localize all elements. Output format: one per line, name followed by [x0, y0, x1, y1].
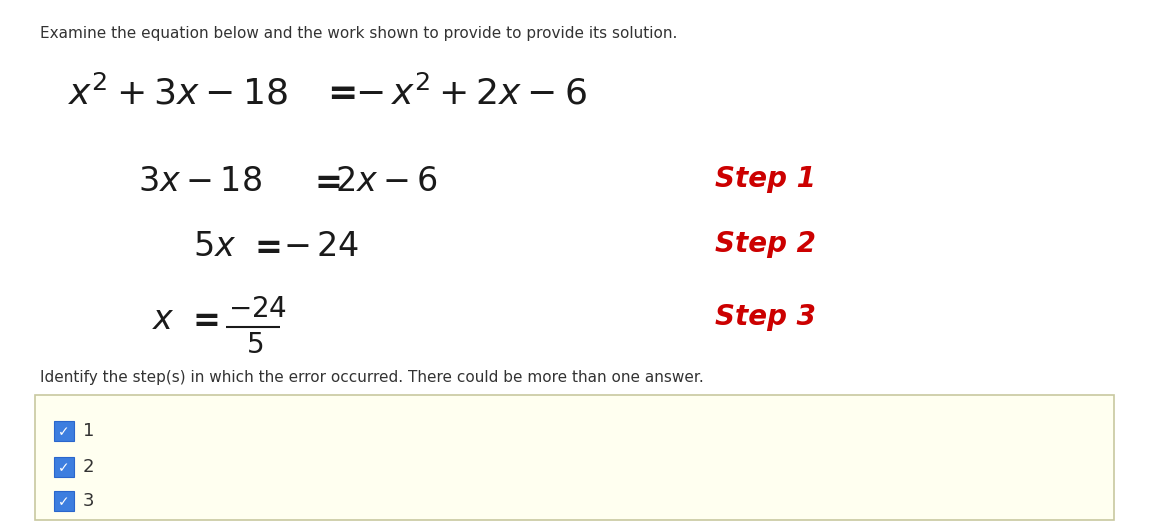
Text: $\mathbf{=}$: $\mathbf{=}$ [321, 75, 355, 109]
FancyBboxPatch shape [54, 491, 74, 511]
Text: Examine the equation below and the work shown to provide to provide its solution: Examine the equation below and the work … [40, 26, 678, 41]
Text: 3: 3 [83, 492, 94, 510]
Text: Step 1: Step 1 [715, 165, 816, 193]
Text: Step 3: Step 3 [715, 303, 816, 331]
Text: $5x$: $5x$ [193, 230, 237, 263]
Text: $-\,24$: $-\,24$ [283, 230, 358, 263]
FancyBboxPatch shape [34, 395, 1115, 520]
Text: $5$: $5$ [246, 331, 263, 359]
Text: Identify the step(s) in which the error occurred. There could be more than one a: Identify the step(s) in which the error … [40, 370, 703, 385]
Text: $-24$: $-24$ [228, 295, 287, 323]
Text: $\mathbf{=}$: $\mathbf{=}$ [248, 230, 280, 263]
Text: $2x - 6$: $2x - 6$ [336, 165, 438, 198]
Text: $\mathbf{=}$: $\mathbf{=}$ [308, 165, 341, 198]
Text: Step 2: Step 2 [715, 230, 816, 258]
Text: $\mathbf{=}$: $\mathbf{=}$ [186, 303, 218, 336]
Text: ✓: ✓ [59, 425, 70, 439]
Text: $x^2 + 3x - 18$: $x^2 + 3x - 18$ [68, 75, 287, 111]
Text: $3x - 18$: $3x - 18$ [138, 165, 262, 198]
Text: 2: 2 [83, 458, 94, 476]
Text: ✓: ✓ [59, 495, 70, 509]
Text: ✓: ✓ [59, 461, 70, 475]
FancyBboxPatch shape [54, 457, 74, 477]
Text: 1: 1 [83, 422, 94, 440]
FancyBboxPatch shape [54, 421, 74, 441]
Text: $-\,x^2 + 2x - 6$: $-\,x^2 + 2x - 6$ [355, 75, 587, 111]
Text: $x$: $x$ [152, 303, 175, 336]
